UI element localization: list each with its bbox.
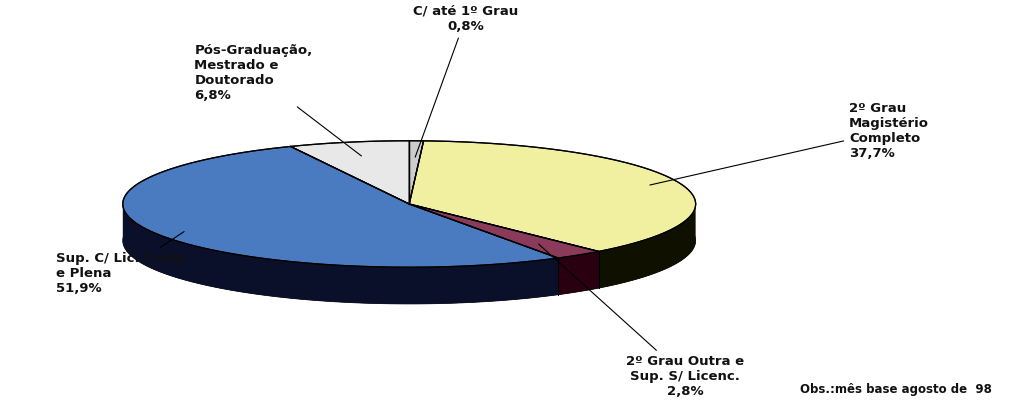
Polygon shape	[409, 141, 696, 251]
Polygon shape	[291, 141, 409, 204]
Polygon shape	[123, 177, 696, 304]
Text: C/ até 1º Grau
0,8%: C/ até 1º Grau 0,8%	[413, 4, 518, 157]
Polygon shape	[598, 204, 696, 288]
Polygon shape	[409, 204, 598, 258]
Text: Sup. C/ Lic. Curta
e Plena
51,9%: Sup. C/ Lic. Curta e Plena 51,9%	[56, 232, 185, 295]
Polygon shape	[123, 146, 559, 267]
Text: Obs.:mês base agosto de  98: Obs.:mês base agosto de 98	[800, 383, 992, 396]
Polygon shape	[409, 141, 424, 204]
Text: Pós-Graduação,
Mestrado e
Doutorado
6,8%: Pós-Graduação, Mestrado e Doutorado 6,8%	[194, 44, 361, 156]
Text: 2º Grau
Magistério
Completo
37,7%: 2º Grau Magistério Completo 37,7%	[650, 102, 929, 185]
Polygon shape	[559, 251, 598, 295]
Polygon shape	[123, 205, 559, 304]
Text: 2º Grau Outra e
Sup. S/ Licenc.
2,8%: 2º Grau Outra e Sup. S/ Licenc. 2,8%	[539, 244, 745, 398]
